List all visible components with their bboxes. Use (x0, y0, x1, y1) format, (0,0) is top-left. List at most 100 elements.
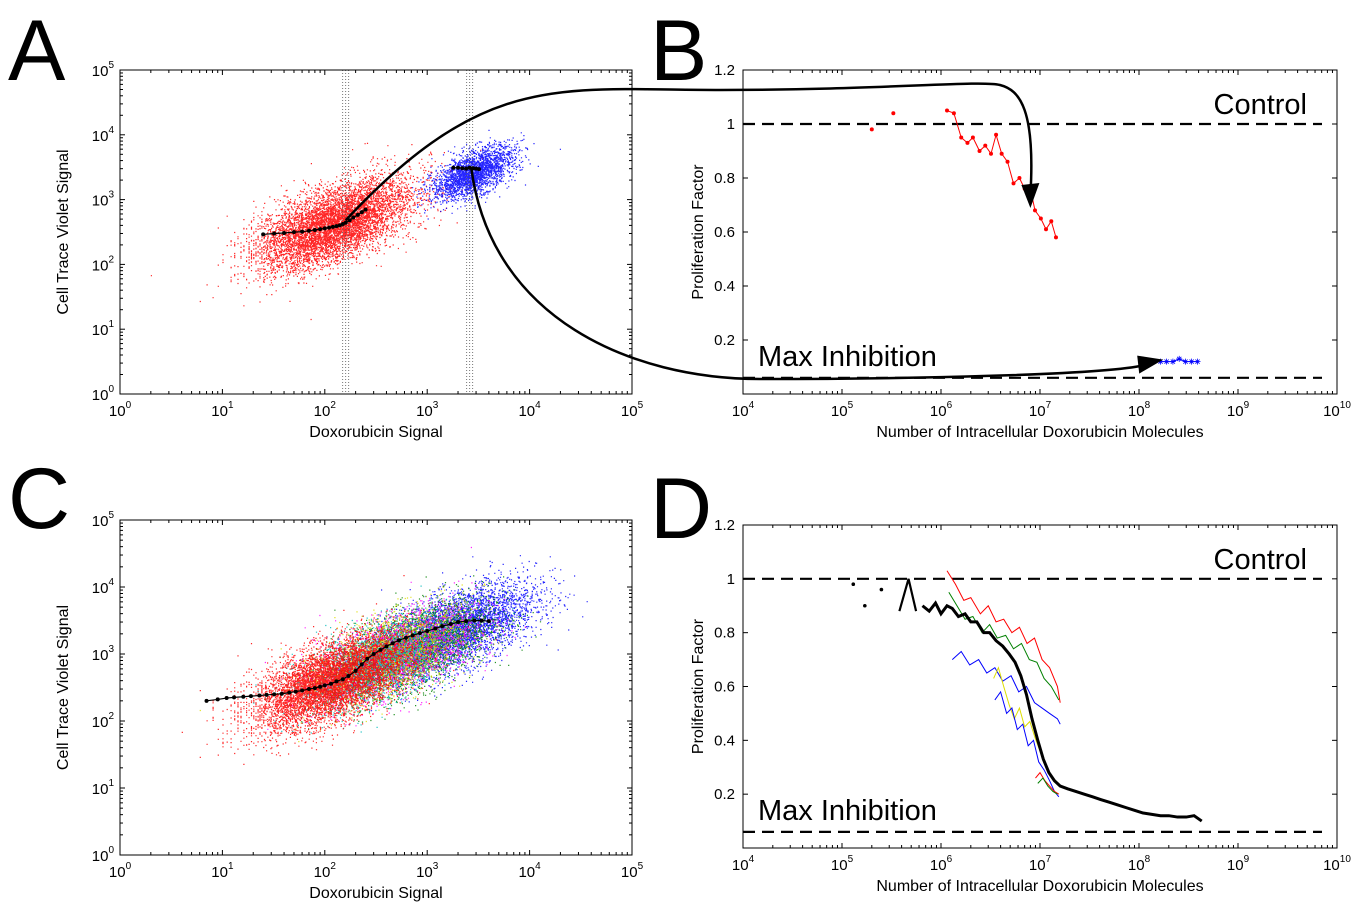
panel-b-xtick-label: 104 (732, 400, 755, 420)
median-point (300, 688, 305, 693)
red-median-point (306, 228, 311, 233)
red-median-point (322, 226, 327, 231)
red-median-point (334, 224, 339, 229)
red-series-point (970, 135, 975, 140)
panel-c-xtick-label: 103 (416, 861, 439, 881)
median-point (334, 679, 339, 684)
median-point (384, 644, 389, 649)
median-point (464, 619, 469, 624)
panel-b-ytick-label: 0.8 (714, 170, 735, 187)
panel-b-xtick-label: 105 (831, 400, 854, 420)
arrow-to-control (344, 82, 1033, 222)
median-point (365, 656, 370, 661)
median-point (425, 629, 430, 634)
blue-median-point (476, 167, 481, 172)
red-median-point (312, 227, 317, 232)
panel-a-frame (119, 69, 633, 395)
panel-b-xtick-label: 108 (1128, 400, 1151, 420)
blue-series-star (1182, 358, 1189, 365)
panel-c-xtick-label: 101 (211, 861, 234, 881)
panel-b-ytick-label: 1 (727, 116, 735, 133)
median-point (215, 697, 220, 702)
median-point (279, 691, 284, 696)
red-series-point (999, 151, 1004, 156)
panel-c-xlabel: Doxorubicin Signal (309, 885, 442, 902)
median-point (318, 684, 323, 689)
red-median-point (272, 231, 277, 236)
panel-c-xtick-label: 104 (518, 861, 541, 881)
median-point (312, 686, 317, 691)
panel-d-ytick-label: 0.6 (714, 679, 735, 696)
panel-d-xtick-label: 105 (831, 854, 854, 874)
panel-a-ytick-label: 104 (92, 125, 115, 145)
scatter-cloud-5 (181, 575, 497, 765)
panel-a-xtick-label: 103 (416, 400, 439, 420)
blue-median-point (456, 165, 461, 170)
median-point (346, 673, 351, 678)
panel-c-xtick-label: 102 (314, 861, 337, 881)
red-median-point (327, 225, 332, 230)
arrowhead-max-inhibition (1137, 355, 1164, 374)
median-point (293, 689, 298, 694)
panel-b-ytick-label: 0.2 (714, 332, 735, 349)
red-series-point (965, 140, 970, 145)
median-point (306, 687, 311, 692)
red-series-point (959, 135, 964, 140)
panel-a-ytick-label: 103 (92, 190, 115, 210)
median-point (353, 668, 358, 673)
panel-d-xtick-label: 1010 (1323, 854, 1351, 874)
panel-b-xtick-label: 106 (930, 400, 953, 420)
blue-scatter-cloud (398, 129, 561, 220)
red-median-point (282, 231, 287, 236)
red-series-point (891, 111, 896, 116)
panel-b-xtick-label: 107 (1029, 400, 1052, 420)
panel-a-ytick-label: 101 (92, 319, 115, 339)
red-median-point (355, 212, 360, 217)
blue-median-point (467, 165, 472, 170)
panel-d-ytick-label: 1 (727, 571, 735, 588)
median-point (448, 622, 453, 627)
median-point (456, 620, 461, 625)
black-dot (879, 587, 884, 592)
median-point (232, 695, 237, 700)
panel-a-xlabel: Doxorubicin Signal (309, 424, 442, 441)
red-series-point (951, 111, 956, 116)
panel-d-control-label: Control (1214, 544, 1308, 576)
red-scatter-cloud (150, 142, 483, 321)
median-point (329, 681, 334, 686)
series-line-6 (1037, 777, 1058, 795)
panel-d-xtick-label: 107 (1029, 854, 1052, 874)
panel-c-ylabel: Cell Trace Violet Signal (55, 605, 72, 770)
panel-b: Control Max Inhibition 104 105 106 107 108 109 1… (690, 62, 1351, 441)
series-line-3 (993, 666, 1046, 763)
panel-c-frame (119, 519, 633, 856)
median-point (264, 692, 269, 697)
panel-a-ylabel: Cell Trace Violet Signal (55, 149, 72, 314)
panel-c-xtick-label: 105 (621, 861, 644, 881)
median-point (433, 626, 438, 631)
panel-b-xtick-label: 109 (1227, 400, 1250, 420)
median-point (403, 635, 408, 640)
panel-c-xtick-label: 100 (109, 861, 132, 881)
panel-d-xlabel: Number of Intracellular Doxorubicin Mole… (876, 878, 1203, 895)
panel-a-xtick-label: 104 (518, 400, 541, 420)
red-median-point (359, 210, 364, 215)
red-median-point (261, 232, 266, 237)
panel-d: Control Max Inhibition 104 105 106 107 108 109 1… (690, 517, 1351, 895)
red-series-point (1049, 219, 1054, 224)
red-series-point (945, 108, 950, 113)
red-median-point (300, 229, 305, 234)
panel-letter-c: C (8, 451, 70, 547)
arrowhead-control (1021, 183, 1040, 208)
red-series-point (1053, 235, 1058, 240)
panel-letter-d: D (650, 461, 712, 557)
panel-d-xtick-label: 109 (1227, 854, 1250, 874)
panel-b-ytick-label: 0.4 (714, 278, 735, 295)
red-median-point (291, 230, 296, 235)
panel-a-ytick-label: 105 (92, 60, 115, 80)
blue-series-star (1169, 358, 1176, 365)
panel-a-xtick-label: 100 (109, 400, 132, 420)
linking-arrows (344, 82, 1164, 381)
blue-series-star (1176, 355, 1183, 362)
